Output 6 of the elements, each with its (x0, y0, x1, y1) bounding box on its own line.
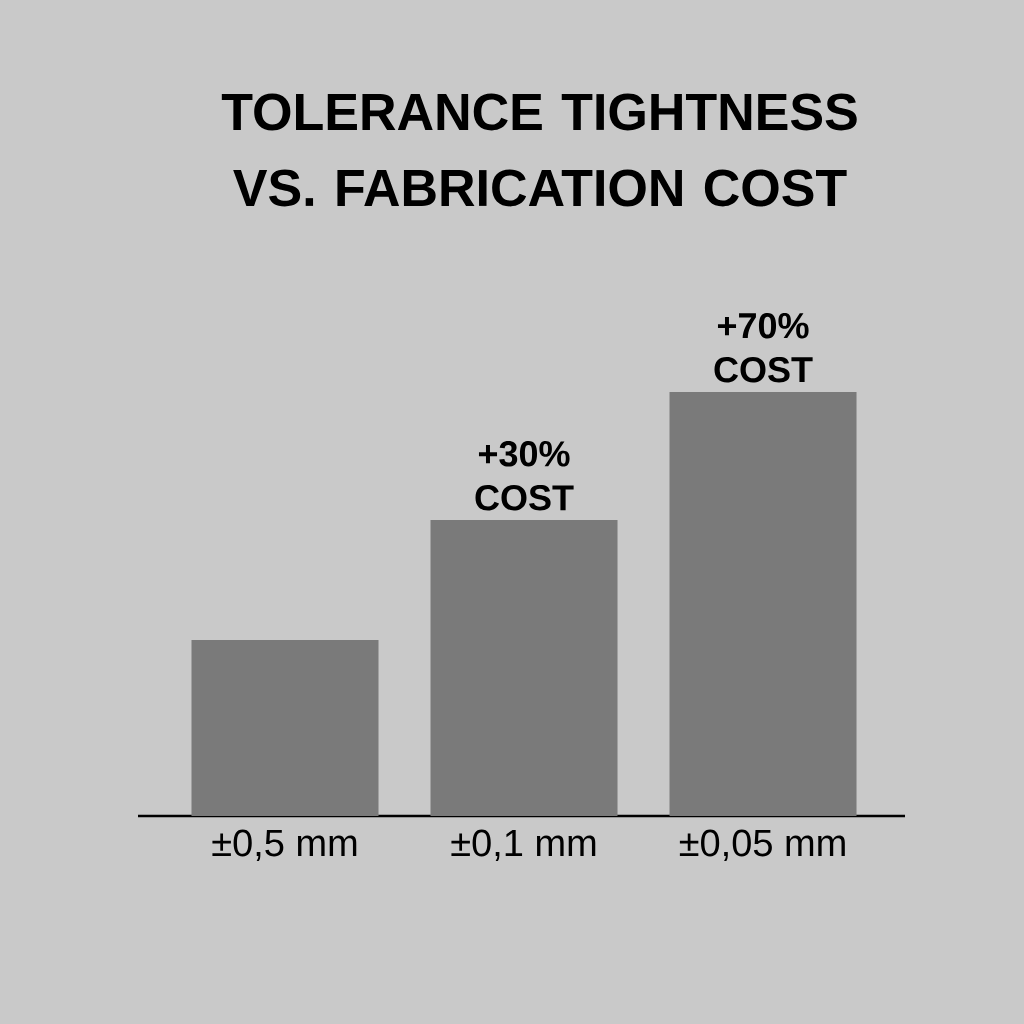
annotation: +30% COST (475, 441, 574, 511)
x-tick-label: ±0,5 mm (212, 829, 357, 861)
x-tick-label: ±0,05 mm (679, 829, 845, 861)
x-tick-label: ±0,1 mm (451, 829, 596, 861)
chart-title: TOLERANCE TIGHTNESS VS. FABRICATION COST (221, 93, 857, 207)
annotation: +70% COST (714, 312, 813, 383)
